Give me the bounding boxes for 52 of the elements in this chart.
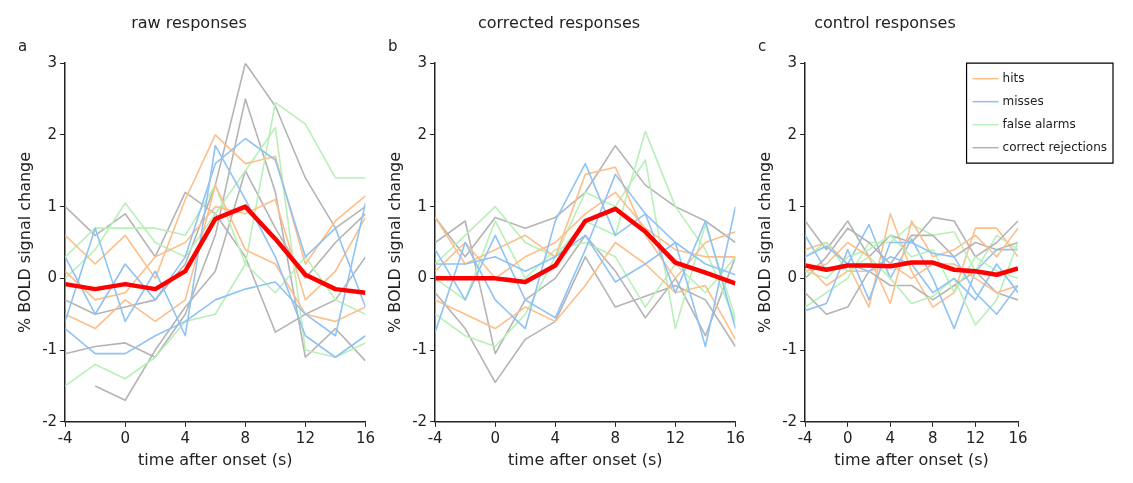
legend-label: hits	[1002, 70, 1025, 85]
x-tick-label: -4	[427, 428, 443, 447]
x-tick-label: 16	[355, 428, 375, 447]
chart-title: control responses	[814, 12, 956, 32]
legend-label: false alarms	[1002, 116, 1076, 131]
legend-label: correct rejections	[1002, 139, 1107, 154]
x-tick-label: 8	[240, 428, 251, 447]
y-axis-title: % BOLD signal change	[384, 151, 404, 334]
y-tick-label: 3	[417, 53, 428, 72]
x-axis-title: time after onset (s)	[508, 449, 663, 469]
x-tick-label: 12	[965, 428, 985, 447]
y-tick-label: -1	[42, 339, 58, 358]
x-tick-label: 12	[665, 428, 685, 447]
x-axis-title: time after onset (s)	[138, 449, 293, 469]
x-tick-label: 0	[842, 428, 853, 447]
y-tick-label: 3	[787, 53, 798, 72]
y-tick-label: -1	[412, 339, 428, 358]
x-tick-label: 16	[725, 428, 745, 447]
text: b	[388, 37, 398, 56]
x-tick-label: -4	[57, 428, 73, 447]
chart-title: raw responses	[131, 12, 247, 32]
x-tick-label: 12	[295, 428, 315, 447]
y-axis-title: % BOLD signal change	[754, 151, 774, 334]
y-tick-label: 0	[47, 268, 58, 287]
y-tick-label: 3	[47, 53, 58, 72]
y-tick-label: 2	[417, 124, 428, 143]
text: c	[758, 37, 767, 56]
y-axis-title: % BOLD signal change	[14, 151, 34, 334]
y-tick-label: 1	[417, 196, 428, 215]
chart-title: corrected responses	[477, 12, 641, 32]
x-tick-label: 0	[490, 428, 500, 447]
y-tick-label: 1	[787, 196, 798, 215]
x-tick-label: 16	[1008, 428, 1028, 447]
x-tick-label: -4	[797, 428, 813, 447]
y-tick-label: 2	[47, 124, 58, 143]
y-tick-label: 0	[787, 268, 798, 287]
x-tick-label: 8	[610, 428, 621, 447]
text: a	[18, 37, 28, 56]
x-tick-label: 4	[885, 428, 896, 447]
legend-label: misses	[1002, 93, 1044, 108]
y-tick-label: -2	[42, 411, 58, 430]
y-tick-label: -2	[782, 411, 798, 430]
x-tick-label: 8	[928, 428, 938, 447]
y-tick-label: -2	[412, 411, 428, 430]
y-tick-label: -1	[782, 339, 798, 358]
y-tick-label: 1	[47, 196, 58, 215]
y-tick-label: 2	[787, 124, 798, 143]
x-tick-label: 4	[180, 428, 191, 447]
y-tick-label: 0	[417, 268, 428, 287]
x-tick-label: 4	[550, 428, 561, 447]
x-tick-label: 0	[120, 428, 130, 447]
x-axis-title: time after onset (s)	[834, 449, 989, 469]
